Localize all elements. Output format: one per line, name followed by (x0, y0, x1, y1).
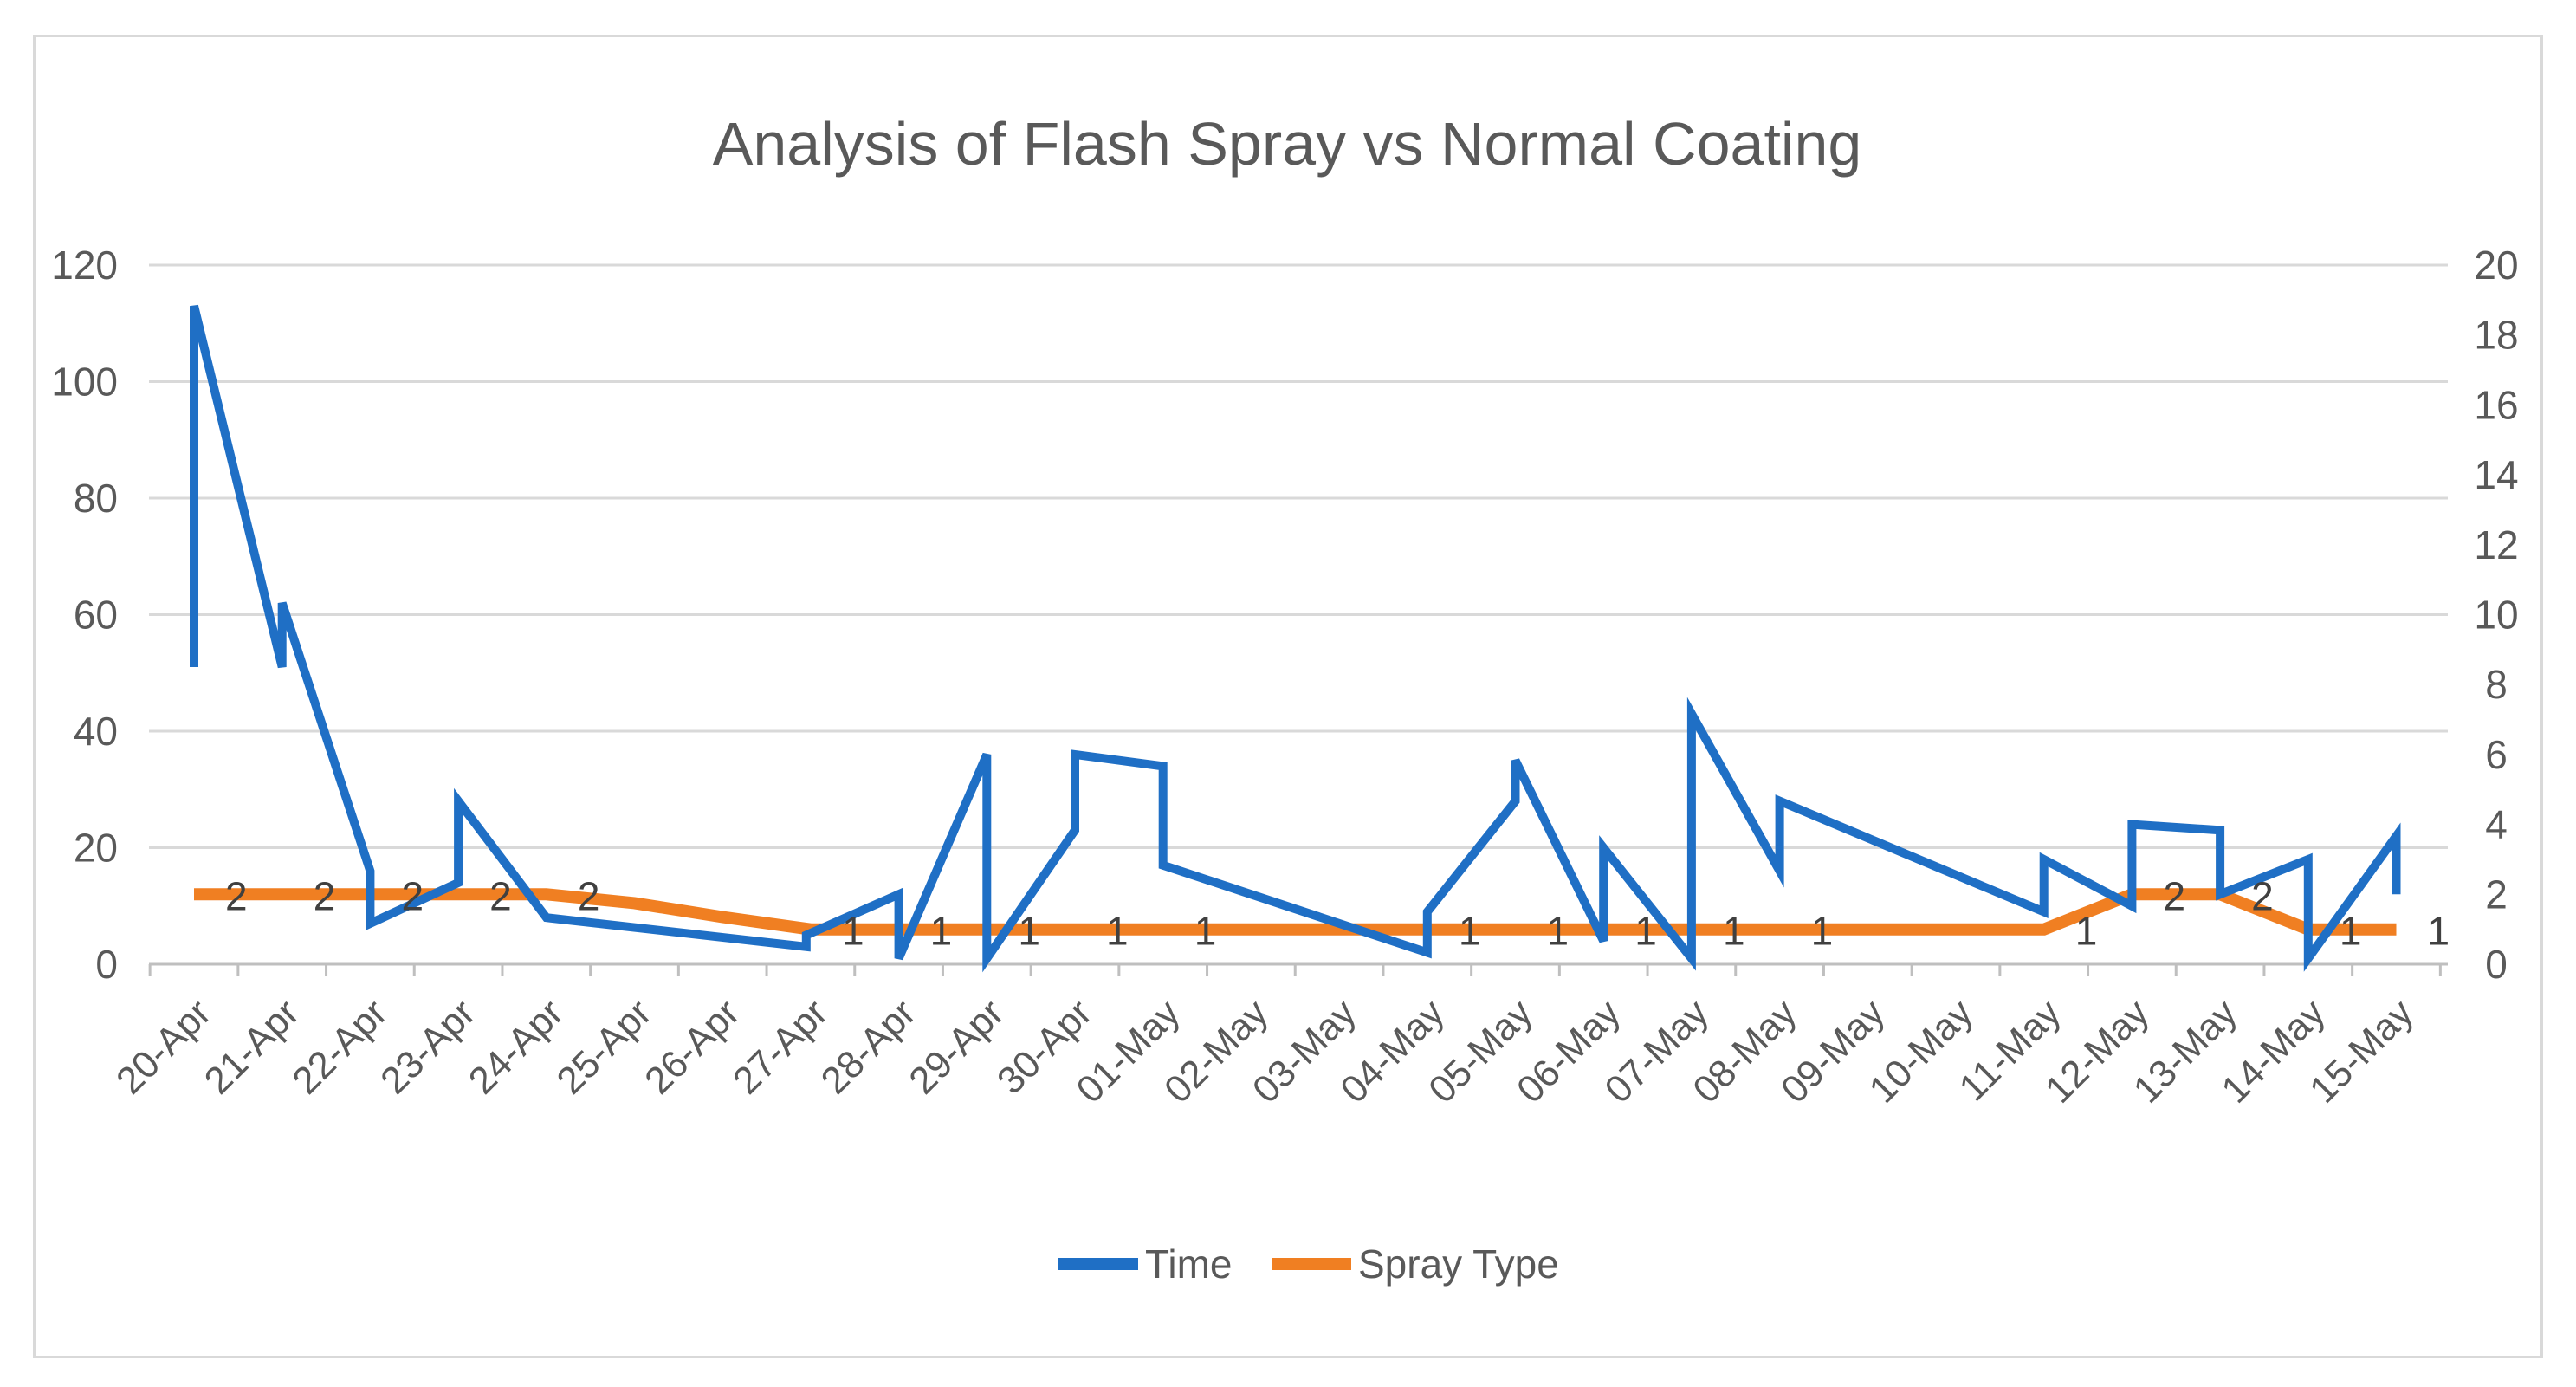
data-labels: 2 2 2 2 2 1 1 1 1 1 1 1 1 1 1 1 2 2 1 1 (225, 873, 2450, 953)
right-tick-16: 16 (2474, 382, 2518, 427)
data-label: 2 (489, 873, 512, 918)
left-axis-ticks: 0 20 40 60 80 100 120 (51, 243, 118, 987)
chart-title: Analysis of Flash Spray vs Normal Coatin… (713, 110, 1862, 178)
right-tick-8: 8 (2485, 662, 2508, 707)
data-label: 1 (2075, 909, 2098, 954)
right-tick-4: 4 (2485, 802, 2508, 847)
data-label: 1 (2428, 909, 2450, 954)
right-tick-6: 6 (2485, 732, 2508, 777)
x-tick-label: 23-Apr (372, 991, 483, 1102)
right-tick-12: 12 (2474, 522, 2518, 567)
data-label: 1 (2340, 909, 2362, 954)
right-tick-10: 10 (2474, 593, 2518, 638)
data-label: 1 (1459, 909, 1481, 954)
x-tick-label: 24-Apr (461, 991, 572, 1102)
legend-item-spray-type[interactable]: Spray Type (1272, 1241, 1559, 1287)
left-tick-60: 60 (74, 593, 118, 638)
x-tick-label: 22-Apr (284, 991, 395, 1102)
x-tick-label: 27-Apr (725, 991, 836, 1102)
data-label: 1 (1811, 909, 1834, 954)
x-tick-label: 21-Apr (197, 991, 307, 1102)
right-tick-2: 2 (2485, 872, 2508, 917)
left-tick-0: 0 (95, 942, 118, 987)
data-label: 1 (842, 909, 864, 954)
legend-label: Time (1145, 1241, 1233, 1287)
x-tick-label: 28-Apr (813, 991, 924, 1102)
left-tick-100: 100 (51, 360, 118, 405)
x-tick-label: 25-Apr (549, 991, 660, 1102)
data-label: 1 (1194, 909, 1217, 954)
right-tick-14: 14 (2474, 452, 2518, 497)
data-label: 2 (314, 873, 336, 918)
right-tick-18: 18 (2474, 313, 2518, 358)
data-label: 1 (1018, 909, 1040, 954)
data-label: 2 (578, 873, 600, 918)
series-layer (190, 304, 2401, 973)
left-tick-120: 120 (51, 243, 118, 288)
left-tick-40: 40 (74, 709, 118, 754)
right-axis-ticks: 0 2 4 6 8 10 12 14 16 18 20 (2474, 243, 2518, 987)
data-label: 1 (1547, 909, 1570, 954)
legend[interactable]: Time Spray Type (1058, 1241, 1559, 1287)
data-label: 1 (1723, 909, 1745, 954)
legend-label: Spray Type (1358, 1241, 1559, 1287)
gridlines (149, 263, 2448, 966)
data-label: 2 (2163, 873, 2185, 918)
series-line-time (190, 304, 2401, 973)
series-line-spray-type (194, 888, 2397, 936)
right-tick-20: 20 (2474, 243, 2518, 288)
x-tick-label: 20-Apr (108, 991, 219, 1102)
data-label: 2 (2251, 873, 2274, 918)
legend-item-time[interactable]: Time (1058, 1241, 1233, 1287)
left-tick-20: 20 (74, 826, 118, 871)
data-label: 2 (225, 873, 248, 918)
x-axis: 20-Apr21-Apr22-Apr23-Apr24-Apr25-Apr26-A… (108, 964, 2442, 1112)
data-label: 1 (930, 909, 953, 954)
right-tick-0: 0 (2485, 942, 2508, 987)
data-label: 2 (401, 873, 424, 918)
chart-frame (33, 35, 2543, 1358)
x-tick-label: 29-Apr (901, 991, 1012, 1102)
data-label: 1 (1106, 909, 1129, 954)
left-tick-80: 80 (74, 476, 118, 521)
x-tick-label: 26-Apr (637, 991, 748, 1102)
data-label: 1 (1634, 909, 1657, 954)
